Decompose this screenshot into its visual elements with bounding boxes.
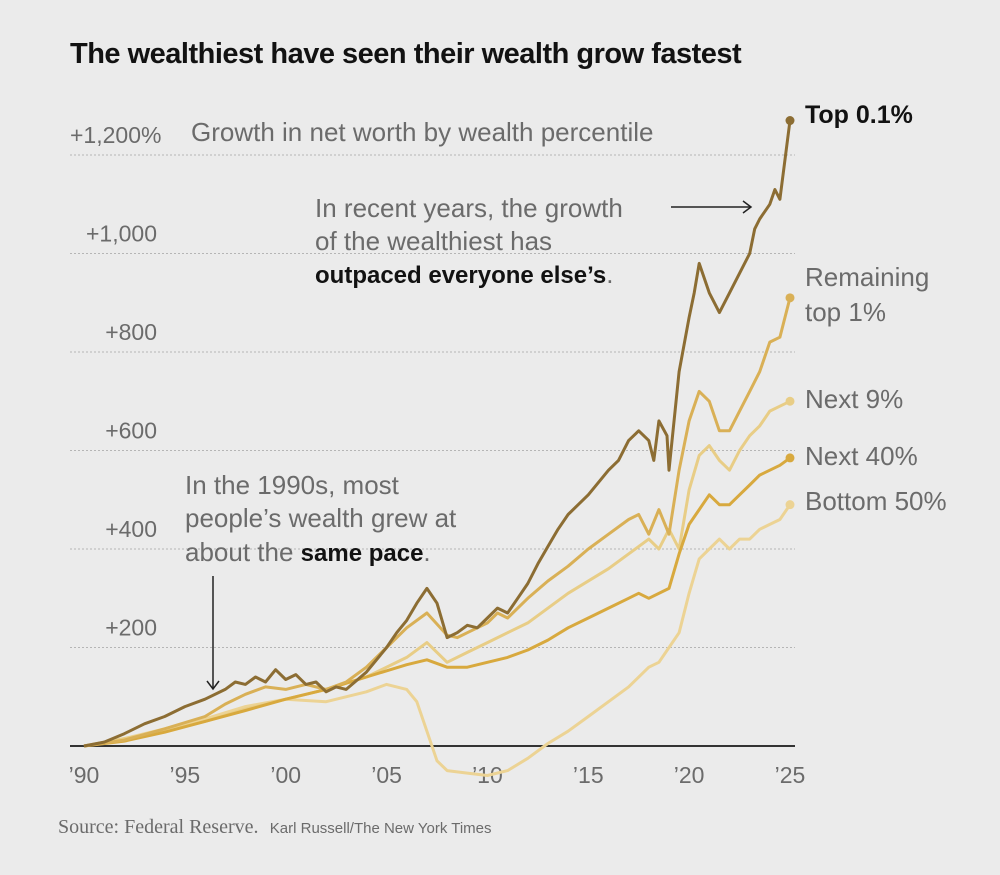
annotation-line: of the wealthiest has [315, 226, 552, 256]
x-tick-label: ’95 [170, 762, 201, 788]
source-text: Source: Federal Reserve. [58, 816, 259, 838]
x-tick-label: ’00 [270, 762, 301, 788]
source-line: Source: Federal Reserve. Karl Russell/Th… [58, 816, 492, 839]
y-axis-ticks: +200 +400 +600 +800 +1,000 +1,200% [70, 122, 161, 641]
series-line-remaining-top-1 [83, 297, 792, 748]
x-tick-label: ’20 [674, 762, 705, 788]
y-tick-label: +1,200% [70, 122, 161, 148]
series-endpoint-next-40 [785, 453, 795, 463]
chart-title: The wealthiest have seen their wealth gr… [70, 38, 742, 70]
annotation-line: about the same pace. [185, 537, 431, 567]
series-label-remaining-top-1-line2: top 1% [805, 297, 886, 327]
annotation-line: people’s wealth grew at [185, 503, 457, 533]
annotation-bold: same pace [301, 540, 424, 567]
x-tick-label: ’05 [371, 762, 402, 788]
arrow-down-head-icon [206, 680, 220, 691]
series-label-bottom-50: Bottom 50% [805, 486, 947, 516]
x-tick-label: ’25 [775, 762, 806, 788]
annotation-1990s: In the 1990s, most people’s wealth grew … [185, 470, 457, 691]
annotation-prefix: about the [185, 537, 301, 567]
x-tick-label: ’90 [69, 762, 100, 788]
series-endpoint-next-9 [785, 396, 795, 406]
y-tick-label: +400 [105, 516, 157, 542]
x-axis-ticks: ’90’95’00’05’10’15’20’25 [69, 762, 806, 788]
series-label-next-9: Next 9% [805, 384, 903, 414]
series-endpoint-remaining-top-1 [785, 293, 795, 303]
series-endpoint-bottom-50 [785, 500, 795, 510]
y-tick-label: +1,000 [86, 221, 157, 247]
series-line-next-40 [83, 456, 791, 748]
y-tick-label: +800 [105, 319, 157, 345]
credit-text: Karl Russell/The New York Times [269, 820, 492, 837]
y-axis-title: Growth in net worth by wealth percentile [191, 117, 653, 147]
annotation-recent-years: In recent years, the growth of the wealt… [315, 193, 753, 289]
series-lines [83, 116, 795, 777]
series-label-top-0-1: Top 0.1% [805, 101, 913, 129]
series-label-remaining-top-1: Remaining [805, 262, 929, 292]
arrow-right-head-icon [742, 200, 753, 214]
series-label-next-40: Next 40% [805, 441, 918, 471]
series-line-top-0-1 [83, 120, 792, 748]
series-endpoint-top-0-1 [785, 116, 795, 126]
annotation-bold: outpaced everyone else’s [315, 262, 606, 289]
x-tick-label: ’15 [573, 762, 604, 788]
y-tick-label: +200 [105, 615, 157, 641]
y-tick-label: +600 [105, 418, 157, 444]
annotation-line: In the 1990s, most [185, 470, 400, 500]
annotation-line: outpaced everyone else’s. [315, 259, 613, 289]
gridlines [70, 154, 795, 648]
annotation-suffix: . [606, 259, 613, 289]
annotation-line: In recent years, the growth [315, 193, 623, 223]
series-line-bottom-50 [83, 503, 792, 777]
annotation-suffix: . [423, 537, 430, 567]
